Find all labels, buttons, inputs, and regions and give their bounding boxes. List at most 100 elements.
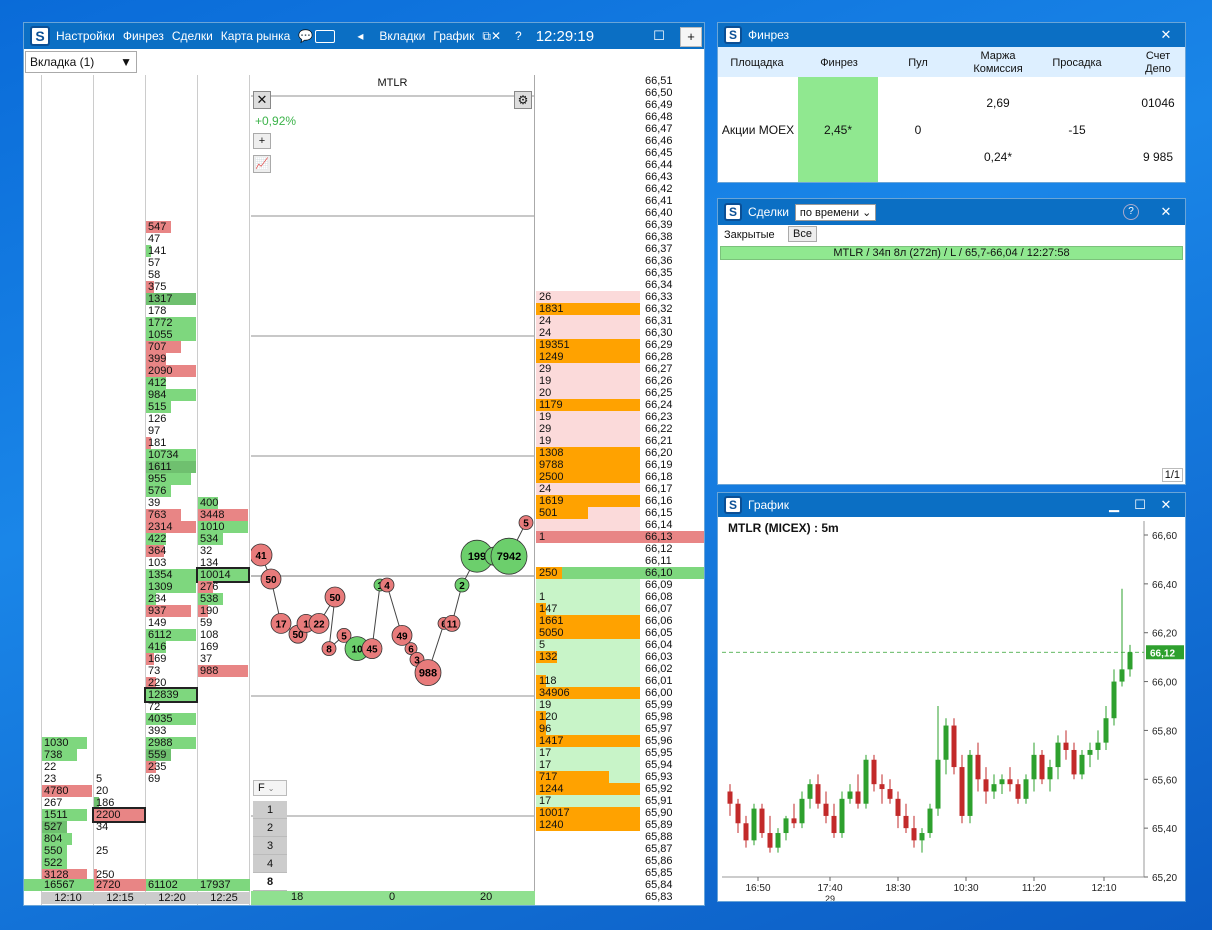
price-level[interactable]: 66,28 xyxy=(645,351,673,363)
price-level[interactable]: 66,15 xyxy=(645,507,673,519)
price-level[interactable]: 66,37 xyxy=(645,243,673,255)
price-level[interactable]: 66,13 xyxy=(640,531,704,543)
price-level[interactable]: 65,83 xyxy=(645,891,673,903)
orderbook-level[interactable]: 17 xyxy=(536,795,640,807)
price-level[interactable]: 65,90 xyxy=(645,807,673,819)
price-level[interactable]: 66,02 xyxy=(645,663,673,675)
line-chart-icon[interactable]: 📈 xyxy=(253,155,271,173)
app-logo-icon[interactable]: S xyxy=(30,26,50,46)
price-level[interactable]: 66,11 xyxy=(645,555,672,567)
orderbook-level[interactable] xyxy=(536,519,640,531)
orderbook-level[interactable]: 9788 xyxy=(536,459,640,471)
candlestick-chart[interactable]: 66,60 66,40 66,20 66,00 65,80 65,60 65,40 65,20… xyxy=(718,517,1186,902)
menu-finrez[interactable]: Финрез xyxy=(122,29,164,43)
orderbook-level[interactable]: 250 xyxy=(536,567,640,579)
help-icon[interactable]: ? xyxy=(1123,204,1139,220)
orderbook-level[interactable]: 1 xyxy=(536,531,640,543)
price-level[interactable]: 66,45 xyxy=(645,147,673,159)
price-level[interactable]: 66,05 xyxy=(645,627,673,639)
orderbook-level[interactable]: 20 xyxy=(536,387,640,399)
price-level[interactable]: 66,27 xyxy=(645,363,673,375)
orderbook-level[interactable]: 132 xyxy=(536,651,640,663)
fullscreen-icon[interactable]: ✕ xyxy=(253,91,271,109)
price-level[interactable]: 66,42 xyxy=(645,183,673,195)
orderbook-level[interactable]: 5050 xyxy=(536,627,640,639)
price-level[interactable]: 65,87 xyxy=(645,843,673,855)
price-level[interactable]: 66,47 xyxy=(645,123,673,135)
price-level[interactable]: 65,88 xyxy=(645,831,673,843)
price-level[interactable]: 66,26 xyxy=(645,375,673,387)
price-level[interactable]: 66,17 xyxy=(645,483,673,495)
maximize-icon[interactable]: ☐ xyxy=(653,28,665,43)
price-level[interactable]: 66,20 xyxy=(645,447,673,459)
orderbook-level[interactable]: 147 xyxy=(536,603,640,615)
orderbook-level[interactable]: 5 xyxy=(536,639,640,651)
price-level[interactable]: 66,12 xyxy=(645,543,673,555)
price-level[interactable]: 66,49 xyxy=(645,99,673,111)
price-level[interactable]: 66,01 xyxy=(645,675,673,687)
price-level[interactable]: 66,19 xyxy=(645,459,673,471)
price-level[interactable]: 66,18 xyxy=(645,471,673,483)
level-item[interactable]: 2 xyxy=(253,819,287,837)
price-level[interactable]: 66,03 xyxy=(645,651,673,663)
price-level[interactable]: 65,93 xyxy=(645,771,673,783)
orderbook-level[interactable]: 19 xyxy=(536,699,640,711)
orderbook-level[interactable]: 1240 xyxy=(536,819,640,831)
price-level[interactable]: 65,91 xyxy=(645,795,673,807)
price-level[interactable]: 66,10 xyxy=(640,567,704,579)
price-level[interactable]: 66,48 xyxy=(645,111,673,123)
detach-icon[interactable]: ⧉✕ xyxy=(482,28,501,43)
price-level[interactable]: 66,51 xyxy=(645,75,673,87)
price-level[interactable]: 66,36 xyxy=(645,255,673,267)
footprint-chart[interactable]: MTLR ✕ ⚙ +0,92% + 📈 41501750122508510451… xyxy=(251,75,535,905)
collapse-left-icon[interactable]: ◂ xyxy=(357,29,364,43)
level-item[interactable]: 8 xyxy=(253,873,287,891)
gear-icon[interactable]: ⚙ xyxy=(514,91,532,109)
price-level[interactable]: 66,09 xyxy=(645,579,673,591)
orderbook-level[interactable]: 19 xyxy=(536,375,640,387)
deal-row[interactable]: MTLR / 34п 8л (272п) / L / 65,7-66,04 / … xyxy=(720,246,1183,260)
orderbook-level[interactable] xyxy=(536,543,640,555)
close-icon[interactable]: ✕ xyxy=(1160,204,1172,219)
level-item[interactable]: 1 xyxy=(253,801,287,819)
orderbook-level[interactable] xyxy=(536,663,640,675)
orderbook-level[interactable]: 1417 xyxy=(536,735,640,747)
price-level[interactable]: 66,25 xyxy=(645,387,673,399)
orderbook-level[interactable]: 10017 xyxy=(536,807,640,819)
price-level[interactable]: 66,07 xyxy=(645,603,673,615)
price-level[interactable]: 65,99 xyxy=(645,699,673,711)
orderbook-level[interactable]: 29 xyxy=(536,423,640,435)
price-level[interactable]: 66,39 xyxy=(645,219,673,231)
price-level[interactable]: 65,92 xyxy=(645,783,673,795)
price-level[interactable]: 66,22 xyxy=(645,423,673,435)
price-level[interactable]: 66,08 xyxy=(645,591,673,603)
price-level[interactable]: 66,40 xyxy=(645,207,673,219)
orderbook-level[interactable] xyxy=(536,555,640,567)
level-item[interactable]: 3 xyxy=(253,837,287,855)
price-level[interactable]: 66,29 xyxy=(645,339,673,351)
tab-all[interactable]: Все xyxy=(788,226,817,242)
chat-icon[interactable]: 💬 xyxy=(298,29,336,43)
price-level[interactable]: 65,97 xyxy=(645,723,673,735)
price-level[interactable]: 65,84 xyxy=(645,879,673,891)
orderbook-level[interactable]: 19 xyxy=(536,411,640,423)
orderbook-level[interactable]: 1831 xyxy=(536,303,640,315)
tab-closed[interactable]: Закрытые xyxy=(724,229,775,241)
orderbook-level[interactable]: 1179 xyxy=(536,399,640,411)
zoom-in-button[interactable]: + xyxy=(253,133,271,149)
orderbook-level[interactable]: 17 xyxy=(536,759,640,771)
orderbook-level[interactable]: 120 xyxy=(536,711,640,723)
order-book[interactable]: 26 1831 24 24 19351 1249 29 19 20 1179 19 29 19 1308 9… xyxy=(536,75,640,905)
orderbook-level[interactable]: 34906 xyxy=(536,687,640,699)
orderbook-level[interactable]: 19 xyxy=(536,435,640,447)
tab-selector[interactable]: Вкладка (1) ▼ xyxy=(25,51,137,73)
orderbook-level[interactable]: 96 xyxy=(536,723,640,735)
orderbook-level[interactable]: 1 xyxy=(536,591,640,603)
orderbook-level[interactable]: 24 xyxy=(536,327,640,339)
price-level[interactable]: 66,21 xyxy=(645,435,673,447)
maximize-icon[interactable]: ☐ xyxy=(1134,497,1146,512)
close-icon[interactable]: ✕ xyxy=(1160,27,1172,42)
price-level[interactable]: 66,43 xyxy=(645,171,673,183)
orderbook-level[interactable]: 118 xyxy=(536,675,640,687)
orderbook-level[interactable]: 19351 xyxy=(536,339,640,351)
